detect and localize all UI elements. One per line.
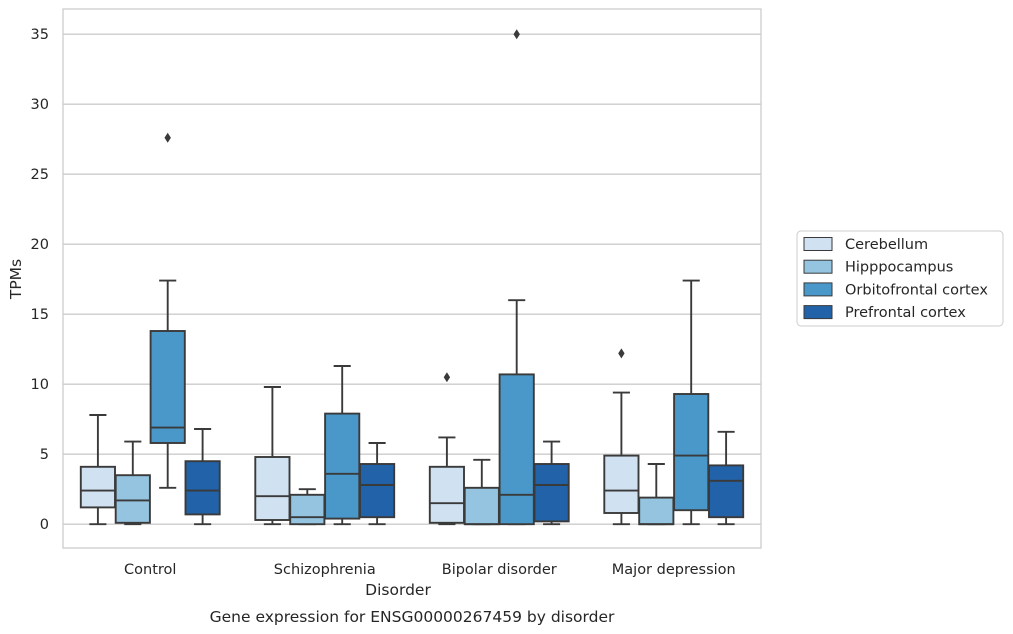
box-bipolar-disorder xyxy=(533,440,570,526)
series-prefrontal-cortex xyxy=(184,428,745,526)
legend: Cerebellum Hipppocampus Orbitofrontal cort… xyxy=(796,230,1004,327)
box-iqr xyxy=(359,463,396,519)
legend-swatch xyxy=(803,259,833,274)
box-iqr xyxy=(184,460,221,516)
box-schizophrenia xyxy=(359,442,396,526)
y-tick-label-30: 30 xyxy=(31,97,49,113)
box-control xyxy=(184,428,221,526)
legend-frame xyxy=(796,230,1004,327)
y-tick-labels: 0 5 10 15 20 25 30 35 xyxy=(31,27,49,533)
box-iqr xyxy=(673,393,710,512)
box-iqr xyxy=(498,373,535,526)
legend-swatch xyxy=(803,305,833,320)
box-iqr xyxy=(428,465,465,524)
x-tick-labels: Control Schizophrenia Bipolar disorder Majo… xyxy=(124,562,736,578)
box-major-depression xyxy=(603,348,640,526)
box-bipolar-disorder xyxy=(428,372,465,526)
box-bipolar-disorder xyxy=(463,458,500,526)
x-tick-label: Major depression xyxy=(612,562,736,578)
y-tick-label-5: 5 xyxy=(40,447,49,463)
y-tick-label-15: 15 xyxy=(31,307,49,323)
y-tick-label-25: 25 xyxy=(31,167,49,183)
outlier-point xyxy=(618,348,625,359)
legend-label: Hipppocampus xyxy=(845,260,953,276)
box-iqr xyxy=(114,474,151,524)
box-iqr xyxy=(79,465,116,509)
box-iqr xyxy=(254,456,291,521)
outlier-point xyxy=(164,132,171,143)
y-tick-label-20: 20 xyxy=(31,237,49,253)
box-iqr xyxy=(324,412,361,520)
legend-swatch xyxy=(803,282,833,297)
box-iqr xyxy=(463,486,500,526)
box-iqr xyxy=(289,493,326,526)
chart-caption: Gene expression for ENSG00000267459 by d… xyxy=(210,608,615,626)
y-tick-label-10: 10 xyxy=(31,377,49,393)
box-control xyxy=(79,414,116,526)
x-tick-label: Bipolar disorder xyxy=(442,562,557,578)
box-major-depression xyxy=(673,279,710,526)
box-iqr xyxy=(708,464,745,519)
box-major-depression xyxy=(708,430,745,526)
box-iqr xyxy=(149,330,186,444)
outlier-point xyxy=(513,29,520,40)
box-iqr xyxy=(533,463,570,523)
box-series xyxy=(79,29,745,526)
box-iqr xyxy=(638,496,675,526)
legend-label: Prefrontal cortex xyxy=(845,305,966,321)
series-cerebellum xyxy=(79,348,640,526)
box-control xyxy=(114,440,151,526)
series-orbitofrontal-cortex xyxy=(149,29,710,526)
y-tick-label-0: 0 xyxy=(40,517,49,533)
legend-label: Orbitofrontal cortex xyxy=(845,282,988,298)
y-axis-title: TPMs xyxy=(7,259,25,300)
x-tick-label: Schizophrenia xyxy=(274,562,376,578)
box-schizophrenia xyxy=(254,386,291,526)
box-control xyxy=(149,132,186,489)
box-major-depression xyxy=(638,463,675,526)
box-iqr xyxy=(603,454,640,514)
y-tick-label-35: 35 xyxy=(31,27,49,43)
x-axis-title: Disorder xyxy=(365,581,431,599)
legend-label: Cerebellum xyxy=(845,237,928,253)
outlier-point xyxy=(443,372,451,383)
plot-frame xyxy=(62,8,762,549)
box-bipolar-disorder xyxy=(498,29,535,526)
box-schizophrenia xyxy=(289,488,326,526)
x-tick-label: Control xyxy=(124,562,176,578)
legend-swatch xyxy=(803,237,833,251)
series-hipppocampus xyxy=(114,440,675,526)
